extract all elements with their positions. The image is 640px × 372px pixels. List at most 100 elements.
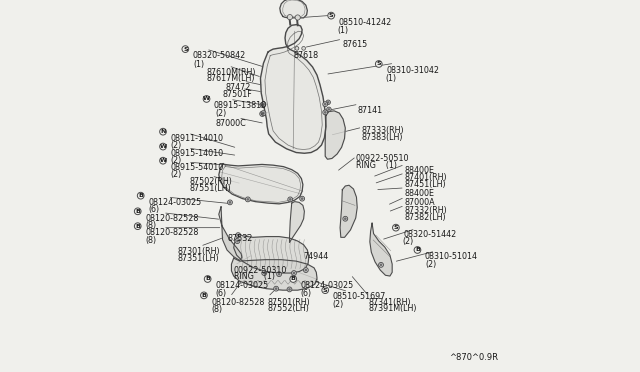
Circle shape	[200, 292, 207, 299]
Circle shape	[134, 208, 141, 215]
Text: (6): (6)	[301, 289, 312, 298]
Circle shape	[293, 272, 295, 274]
Text: (2): (2)	[425, 260, 436, 269]
Circle shape	[328, 108, 330, 110]
Text: ^870^0.9R: ^870^0.9R	[449, 353, 498, 362]
Circle shape	[295, 46, 299, 50]
Circle shape	[292, 271, 296, 275]
Text: 87451(LH): 87451(LH)	[404, 180, 445, 189]
Text: B: B	[205, 276, 210, 282]
Circle shape	[323, 102, 328, 106]
Text: (2): (2)	[170, 141, 182, 150]
Polygon shape	[325, 111, 346, 159]
Text: 88400E: 88400E	[404, 189, 434, 198]
Text: 08120-82528: 08120-82528	[145, 214, 198, 222]
Text: 87351(LH): 87351(LH)	[178, 254, 220, 263]
Circle shape	[247, 198, 249, 201]
Circle shape	[300, 196, 305, 201]
Circle shape	[261, 102, 266, 106]
Text: (1): (1)	[338, 26, 349, 35]
Circle shape	[159, 157, 166, 164]
Text: RING    (1): RING (1)	[234, 272, 275, 281]
Text: 87401(RH): 87401(RH)	[404, 173, 447, 182]
Text: 87382(LH): 87382(LH)	[404, 213, 445, 222]
Polygon shape	[219, 164, 303, 204]
Circle shape	[301, 198, 303, 200]
Circle shape	[343, 216, 348, 221]
Circle shape	[263, 272, 266, 274]
Text: 74944: 74944	[303, 252, 328, 261]
Text: 08120-82528: 08120-82528	[211, 298, 265, 307]
Polygon shape	[340, 185, 357, 237]
Circle shape	[260, 102, 266, 108]
Circle shape	[203, 96, 210, 102]
Text: 08510-51697: 08510-51697	[333, 292, 386, 301]
Text: B: B	[202, 293, 206, 298]
Circle shape	[392, 224, 399, 231]
Circle shape	[204, 276, 211, 282]
Circle shape	[326, 100, 330, 105]
Circle shape	[276, 272, 282, 277]
Text: B: B	[415, 247, 420, 253]
Circle shape	[290, 276, 296, 282]
Text: B: B	[138, 193, 143, 198]
Text: 87341(RH): 87341(RH)	[369, 298, 411, 307]
Text: 87333(RH): 87333(RH)	[362, 126, 404, 135]
Circle shape	[159, 143, 166, 150]
Text: 08915-54010: 08915-54010	[170, 163, 224, 172]
Text: 08915-14010: 08915-14010	[170, 149, 223, 158]
Circle shape	[328, 12, 335, 19]
Text: S: S	[183, 46, 188, 52]
Text: (2): (2)	[333, 300, 344, 309]
Circle shape	[262, 103, 264, 105]
Text: 08320-51442: 08320-51442	[403, 230, 456, 239]
Text: S: S	[329, 13, 333, 18]
Circle shape	[138, 192, 144, 199]
Text: (2): (2)	[403, 237, 414, 246]
Circle shape	[289, 198, 291, 201]
Circle shape	[414, 247, 421, 253]
Text: 08320-50842: 08320-50842	[193, 51, 246, 60]
Circle shape	[237, 234, 239, 236]
Text: 87472: 87472	[225, 83, 250, 92]
Circle shape	[305, 269, 307, 271]
Circle shape	[380, 264, 382, 266]
Text: 08310-31042: 08310-31042	[386, 66, 439, 75]
Text: 88400E: 88400E	[404, 166, 434, 175]
Circle shape	[235, 239, 240, 244]
Text: 00922-50310: 00922-50310	[234, 266, 287, 275]
Circle shape	[289, 288, 291, 291]
Circle shape	[326, 107, 331, 112]
Circle shape	[379, 263, 383, 267]
Circle shape	[228, 200, 232, 205]
Text: (2): (2)	[170, 156, 182, 165]
Polygon shape	[260, 25, 326, 153]
Text: W: W	[203, 96, 210, 102]
Circle shape	[245, 197, 250, 202]
Text: 08124-03025: 08124-03025	[301, 281, 354, 290]
Text: 08124-03025: 08124-03025	[148, 198, 202, 207]
Text: 87552(LH): 87552(LH)	[268, 304, 310, 313]
Text: N: N	[161, 129, 166, 134]
Circle shape	[287, 287, 292, 292]
Circle shape	[344, 218, 346, 220]
Text: (8): (8)	[145, 236, 156, 245]
Polygon shape	[370, 223, 392, 276]
Circle shape	[236, 233, 241, 238]
Text: 87551(LH): 87551(LH)	[189, 184, 231, 193]
Text: (1): (1)	[193, 60, 205, 68]
Text: 87301(RH): 87301(RH)	[178, 247, 221, 256]
Polygon shape	[232, 258, 317, 290]
Text: 87501(RH): 87501(RH)	[268, 298, 310, 307]
Text: (8): (8)	[211, 305, 223, 314]
Text: 87332(RH): 87332(RH)	[404, 206, 447, 215]
Text: B: B	[135, 224, 140, 229]
Circle shape	[262, 104, 264, 106]
Circle shape	[134, 223, 141, 230]
Text: 08911-14010: 08911-14010	[170, 134, 223, 143]
Text: 00922-50510: 00922-50510	[356, 154, 409, 163]
Circle shape	[303, 267, 308, 272]
Circle shape	[288, 197, 292, 202]
Text: (6): (6)	[215, 289, 226, 298]
Circle shape	[324, 103, 326, 105]
